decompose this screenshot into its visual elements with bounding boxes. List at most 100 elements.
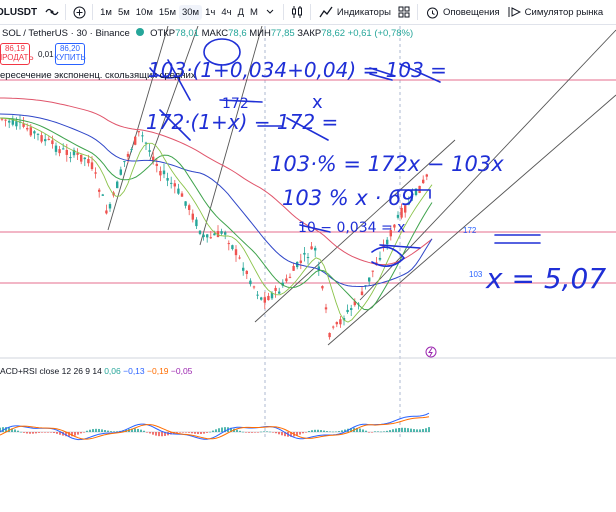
macd-bar — [113, 431, 115, 432]
macd-bar — [80, 432, 82, 434]
candle-body — [65, 149, 68, 155]
macd-bar — [407, 428, 409, 432]
indicator-legend[interactable]: ересечение экспоненц. скользящих средних — [0, 70, 196, 81]
candle-body — [184, 201, 187, 206]
macd-bar — [398, 427, 400, 432]
sell-button[interactable]: 86,19 ПРОДАТЬ — [0, 43, 34, 65]
buy-button[interactable]: 86,20 КУПИТЬ — [54, 43, 86, 65]
high-value: 78,6 — [228, 28, 247, 39]
macd-bar — [248, 432, 250, 433]
candle-body — [134, 136, 137, 145]
symbol-search[interactable]: OLUSDT — [0, 6, 38, 18]
chart-area[interactable]: SOL / TetherUS · 30 · Binance ОТКР78,01 … — [0, 26, 616, 512]
price-chart[interactable] — [0, 26, 616, 512]
candle-body — [324, 307, 328, 310]
timeframe-5m[interactable]: 5м — [117, 6, 130, 18]
ema-green-line — [0, 117, 433, 311]
macd-bar — [143, 430, 145, 432]
timeframe-30m[interactable]: 30м — [178, 4, 203, 20]
macd-bar — [146, 432, 148, 433]
timeframe-month[interactable]: М — [250, 6, 258, 18]
pair-label[interactable]: SOL / TetherUS · 30 · Binance — [2, 28, 130, 39]
macd-bar — [425, 428, 427, 432]
close-label: ЗАКР — [297, 28, 322, 39]
macd-bar — [392, 429, 394, 432]
macd-bar — [188, 432, 190, 433]
macd-bar — [272, 432, 274, 433]
candle-body — [299, 260, 302, 263]
timeframe-15m[interactable]: 15м — [158, 6, 176, 18]
candles-style-icon[interactable] — [288, 3, 306, 21]
macd-bar — [257, 432, 259, 433]
handwritten-172: 172 — [222, 96, 249, 112]
low-value: 77,85 — [270, 28, 295, 39]
macd-name: ACD+RSI close 12 26 9 14 — [0, 366, 102, 376]
market-simulator-button[interactable]: Симулятор рынка — [504, 6, 608, 18]
macd-bar — [86, 430, 88, 432]
candle-body — [335, 322, 338, 325]
candle-body — [94, 172, 97, 174]
macd-bar — [254, 432, 256, 433]
candle-body — [83, 157, 86, 160]
timeframe-day[interactable]: Д — [237, 6, 244, 18]
candle-body — [72, 149, 76, 156]
indicators-icon — [319, 6, 333, 18]
macd-bar — [416, 429, 418, 432]
add-symbol-icon[interactable] — [70, 3, 88, 21]
macd-bar — [251, 432, 253, 433]
candle-body — [191, 213, 194, 220]
timeframe-1h[interactable]: 1ч — [205, 6, 216, 18]
macd-bar — [365, 430, 367, 432]
lightning-icon[interactable] — [425, 346, 437, 358]
candle-body — [108, 204, 112, 209]
candle-body — [15, 121, 18, 127]
timeframe-10m[interactable]: 10м — [135, 6, 153, 18]
templates-grid-icon[interactable] — [395, 3, 413, 21]
candle-body — [47, 138, 50, 140]
candle-body — [188, 205, 191, 210]
macd-signal-line — [0, 416, 430, 440]
candle-body — [141, 135, 144, 137]
handwritten-line-1: 103·(1+0,034+0,04) = 103 = — [148, 58, 447, 82]
indicators-button[interactable]: Индикаторы — [315, 6, 395, 18]
candle-body — [29, 127, 32, 136]
macd-bar — [26, 432, 28, 434]
chevron-down-icon[interactable] — [261, 3, 279, 21]
timeframe-4h[interactable]: 4ч — [221, 6, 232, 18]
candle-body — [54, 145, 58, 152]
candle-body — [216, 231, 220, 238]
macd-bar — [380, 431, 382, 433]
candle-body — [371, 270, 374, 272]
macd-bar — [197, 432, 199, 435]
macd-bar — [140, 429, 142, 432]
candle-body — [393, 224, 396, 228]
macd-bar — [413, 429, 415, 432]
candle-body — [350, 308, 353, 310]
candle-body — [422, 179, 425, 184]
macd-bar — [107, 430, 109, 432]
candle-body — [206, 234, 209, 238]
macd-bar — [65, 432, 67, 437]
candle-body — [98, 189, 101, 192]
macd-line — [0, 412, 430, 441]
macd-bar — [404, 427, 406, 432]
compare-icon[interactable] — [43, 3, 61, 21]
candle-body — [332, 326, 335, 328]
macd-bar — [269, 431, 271, 433]
macd-bar — [20, 431, 22, 433]
alerts-button[interactable]: Оповещения — [422, 6, 504, 19]
buy-price: 86,20 — [59, 44, 81, 54]
timeframe-1m[interactable]: 1м — [100, 6, 112, 18]
candle-body — [44, 139, 47, 142]
candle-body — [195, 219, 198, 227]
macd-legend[interactable]: ACD+RSI close 12 26 9 14 0,06 −0,13 −0,1… — [0, 366, 192, 376]
candle-body — [130, 149, 133, 151]
macd-bar — [326, 431, 328, 432]
macd-bar — [305, 432, 307, 433]
macd-bar — [275, 432, 277, 434]
candle-body — [249, 280, 252, 285]
candle-body — [213, 233, 216, 236]
indicators-label: Индикаторы — [336, 6, 391, 18]
macd-bar — [155, 432, 157, 436]
candle-body — [278, 291, 281, 294]
